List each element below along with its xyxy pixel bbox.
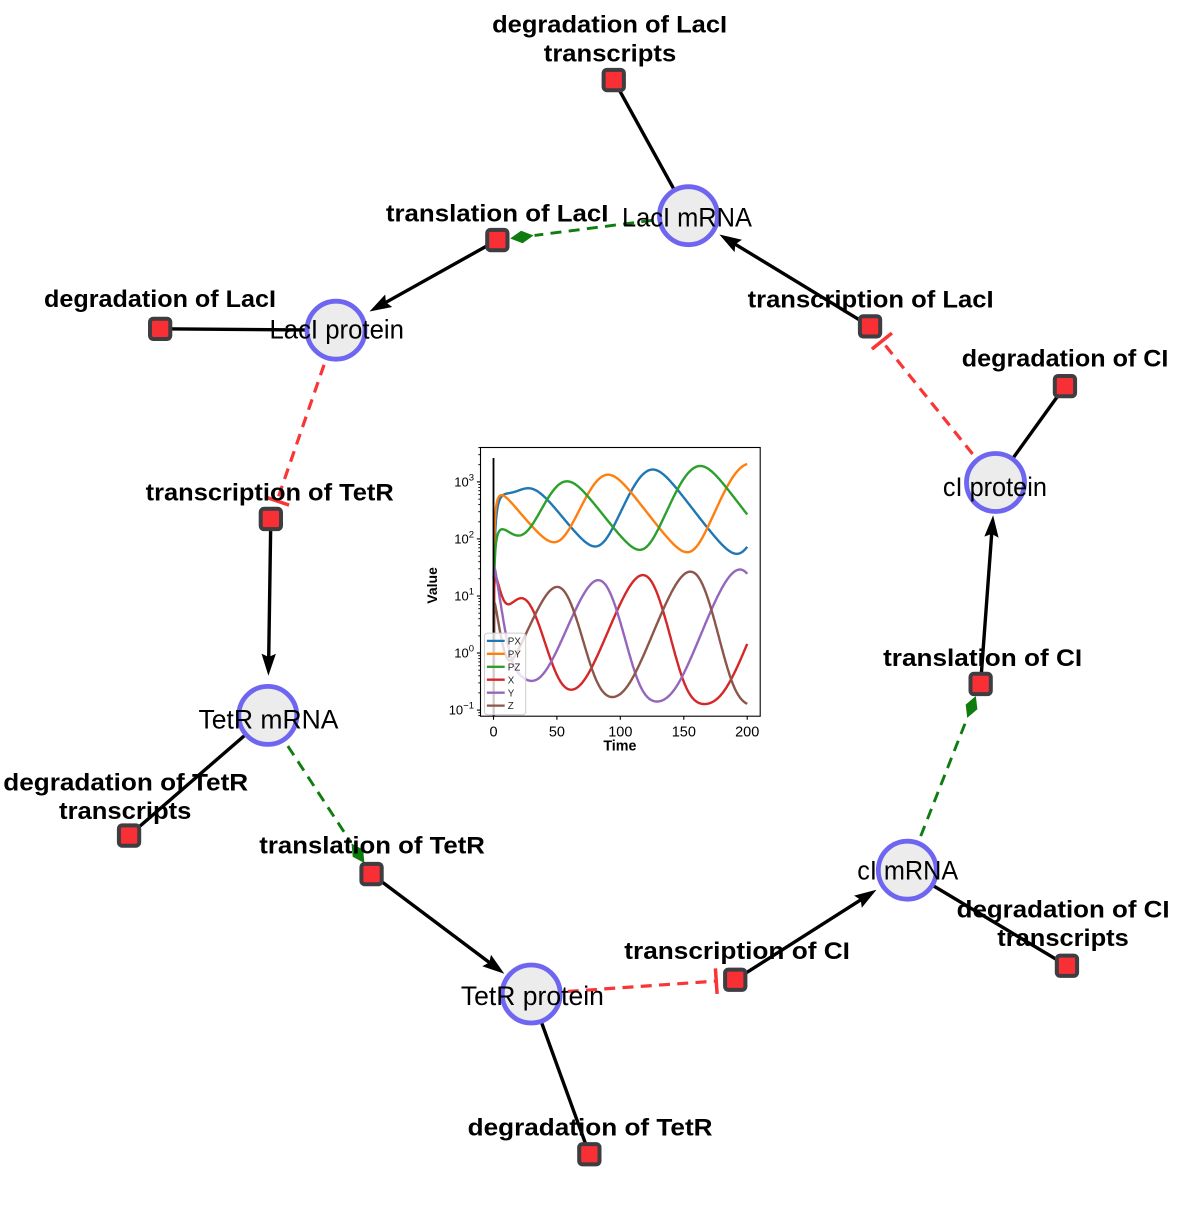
svg-text:150: 150 <box>672 725 696 741</box>
svg-text:degradation of LacI: degradation of LacI <box>492 12 727 39</box>
svg-text:transcription of CI: transcription of CI <box>624 938 850 965</box>
svg-text:Z: Z <box>508 701 514 712</box>
svg-text:transcription of TetR: transcription of TetR <box>146 480 394 507</box>
svg-text:cI protein: cI protein <box>943 472 1047 502</box>
svg-text:100: 100 <box>608 725 632 741</box>
svg-text:transcripts: transcripts <box>997 925 1129 952</box>
svg-text:LacI mRNA: LacI mRNA <box>622 203 752 233</box>
svg-text:transcription of LacI: transcription of LacI <box>748 286 994 313</box>
svg-text:50: 50 <box>549 725 565 741</box>
svg-text:0: 0 <box>489 725 497 741</box>
svg-text:degradation of CI: degradation of CI <box>962 346 1169 373</box>
svg-text:degradation of LacI: degradation of LacI <box>44 286 276 313</box>
svg-text:PY: PY <box>508 649 522 660</box>
svg-text:transcripts: transcripts <box>59 798 191 825</box>
svg-text:Y: Y <box>508 688 515 699</box>
svg-text:Time: Time <box>603 738 636 754</box>
svg-text:transcripts: transcripts <box>544 40 676 67</box>
svg-text:PX: PX <box>508 637 522 648</box>
svg-text:degradation of TetR: degradation of TetR <box>468 1115 713 1142</box>
svg-text:TetR mRNA: TetR mRNA <box>199 705 339 735</box>
svg-text:translation of LacI: translation of LacI <box>386 201 609 228</box>
svg-text:translation of CI: translation of CI <box>883 645 1082 672</box>
svg-text:PZ: PZ <box>508 662 521 673</box>
svg-text:degradation of TetR: degradation of TetR <box>3 770 248 797</box>
svg-text:TetR protein: TetR protein <box>461 981 604 1011</box>
svg-text:degradation of CI: degradation of CI <box>957 897 1170 924</box>
svg-text:translation of TetR: translation of TetR <box>259 833 485 860</box>
svg-text:200: 200 <box>735 725 759 741</box>
svg-text:Value: Value <box>424 567 440 604</box>
svg-text:LacI protein: LacI protein <box>269 314 404 344</box>
svg-text:X: X <box>508 675 515 686</box>
svg-text:cI mRNA: cI mRNA <box>857 855 958 885</box>
